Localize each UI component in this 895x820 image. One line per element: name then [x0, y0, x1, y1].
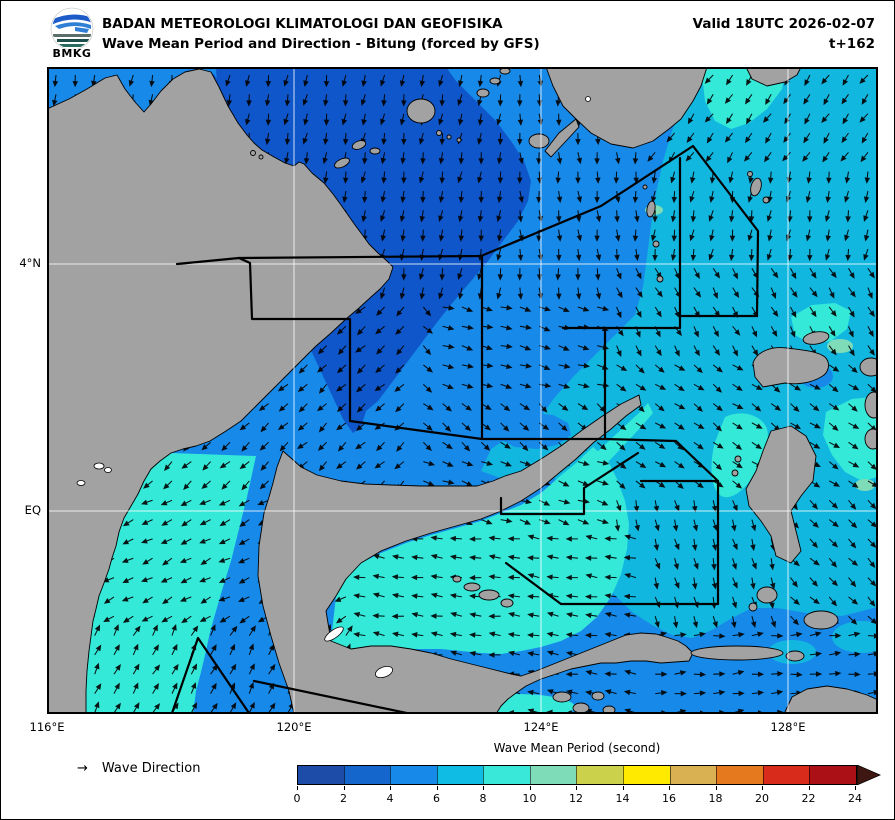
colorbar-tick-label: 24 — [848, 792, 862, 805]
land-zamboanga — [544, 118, 580, 158]
colorbar-tick — [343, 786, 345, 790]
agency-title: BADAN METEOROLOGI KLIMATOLOGI DAN GEOFIS… — [102, 16, 503, 32]
map-area — [47, 67, 878, 714]
colorbar-tick — [762, 786, 763, 790]
white-islands-layer — [76, 96, 591, 679]
wave-direction-label: Wave Direction — [101, 761, 201, 776]
xtick-128e: 128°E — [770, 720, 806, 734]
colorbar-tick — [436, 786, 438, 790]
colorbar-segment-8 — [669, 766, 717, 784]
island-halmahera — [745, 425, 817, 564]
land-mindanao-east — [745, 67, 802, 87]
colorbar-tick-label: 14 — [615, 792, 630, 805]
bmkg-logo-icon — [50, 7, 94, 51]
colorbar-segment-3 — [436, 766, 484, 784]
colorbar-tick — [669, 786, 670, 790]
island-bacan — [756, 586, 778, 604]
xtick-116e: 116°E — [29, 720, 65, 734]
colorbar-tick-label: 8 — [479, 792, 487, 805]
colorbar-segment-6 — [576, 766, 624, 784]
product-title: Wave Mean Period and Direction - Bitung … — [102, 36, 540, 52]
wave-map — [47, 67, 878, 714]
colorbar-tick-label: 20 — [755, 792, 769, 805]
island-jolo — [406, 98, 436, 124]
colorbar-arrow-tip — [857, 765, 881, 785]
wave-direction-arrow-icon: → — [77, 761, 88, 776]
colorbar-tick — [529, 786, 531, 790]
map-frame — [47, 67, 878, 714]
xtick-124e: 124°E — [523, 720, 559, 734]
colorbar-segment-10 — [762, 766, 810, 784]
logo-text: BMKG — [52, 47, 92, 60]
wave-direction-legend: → Wave Direction — [77, 761, 200, 776]
island-obi — [803, 610, 839, 630]
colorbar-tick-label: 4 — [386, 792, 394, 805]
xtick-120e: 120°E — [276, 720, 312, 734]
island-sula — [690, 645, 784, 661]
colorbar-tick-label: 10 — [522, 792, 537, 805]
island-basilan — [528, 133, 550, 149]
colorbar-segment-7 — [623, 766, 670, 784]
title-block: BADAN METEOROLOGI KLIMATOLOGI DAN GEOFIS… — [102, 14, 540, 54]
colorbar-segment-2 — [390, 766, 437, 784]
colorbar-tick — [390, 786, 391, 790]
valid-time: Valid 18UTC 2026-02-07 — [692, 16, 875, 32]
ytick-eq: EQ — [24, 503, 41, 517]
colorbar-tick — [715, 786, 717, 790]
ytick-4n: 4°N — [19, 256, 41, 270]
land-layer — [47, 67, 878, 714]
colorbar-segment-9 — [716, 766, 763, 784]
island-banggai — [552, 691, 572, 703]
valid-block: Valid 18UTC 2026-02-07 t+162 — [693, 14, 875, 54]
island-togian — [463, 582, 481, 592]
colorbar-tick-label: 22 — [801, 792, 816, 805]
colorbar-tick — [622, 786, 624, 790]
colorbar-tick — [483, 786, 484, 790]
island-halmahera-north — [752, 347, 829, 388]
colorbar-tick — [297, 786, 298, 790]
colorbar-tick — [855, 786, 856, 790]
island-talaud — [750, 177, 762, 197]
colorbar — [297, 765, 857, 785]
island-morotai — [802, 331, 830, 345]
colorbar-segment-5 — [529, 766, 577, 784]
land-kalimantan — [47, 68, 394, 714]
land-bottom-right — [783, 685, 878, 714]
land-sulawesi — [257, 394, 694, 714]
colorbar-tick-label: 6 — [433, 792, 440, 805]
colorbar-tick-label: 0 — [293, 792, 301, 805]
land-mindanao — [545, 67, 708, 149]
colorbar-title: Wave Mean Period (second) — [493, 741, 661, 755]
colorbar-tick-label: 16 — [662, 792, 676, 805]
colorbar-segment-4 — [483, 766, 530, 784]
colorbar-segment-1 — [343, 766, 391, 784]
header: BMKG BADAN METEOROLOGI KLIMATOLOGI DAN G… — [1, 1, 894, 67]
forecast-step: t+162 — [829, 36, 875, 52]
colorbar-tick — [808, 786, 810, 790]
island-ternate — [734, 455, 742, 463]
forecast-zone-boundaries — [170, 144, 760, 714]
colorbar-segment-11 — [809, 766, 856, 784]
colorbar-tick — [576, 786, 577, 790]
colorbar-tick-label: 2 — [340, 792, 347, 805]
colorbar-tick-label: 12 — [569, 792, 583, 805]
island-sangihe — [646, 200, 656, 218]
colorbar-segment-0 — [298, 766, 344, 784]
graticule-layer — [47, 67, 878, 714]
colorbar-tick-label: 18 — [708, 792, 723, 805]
